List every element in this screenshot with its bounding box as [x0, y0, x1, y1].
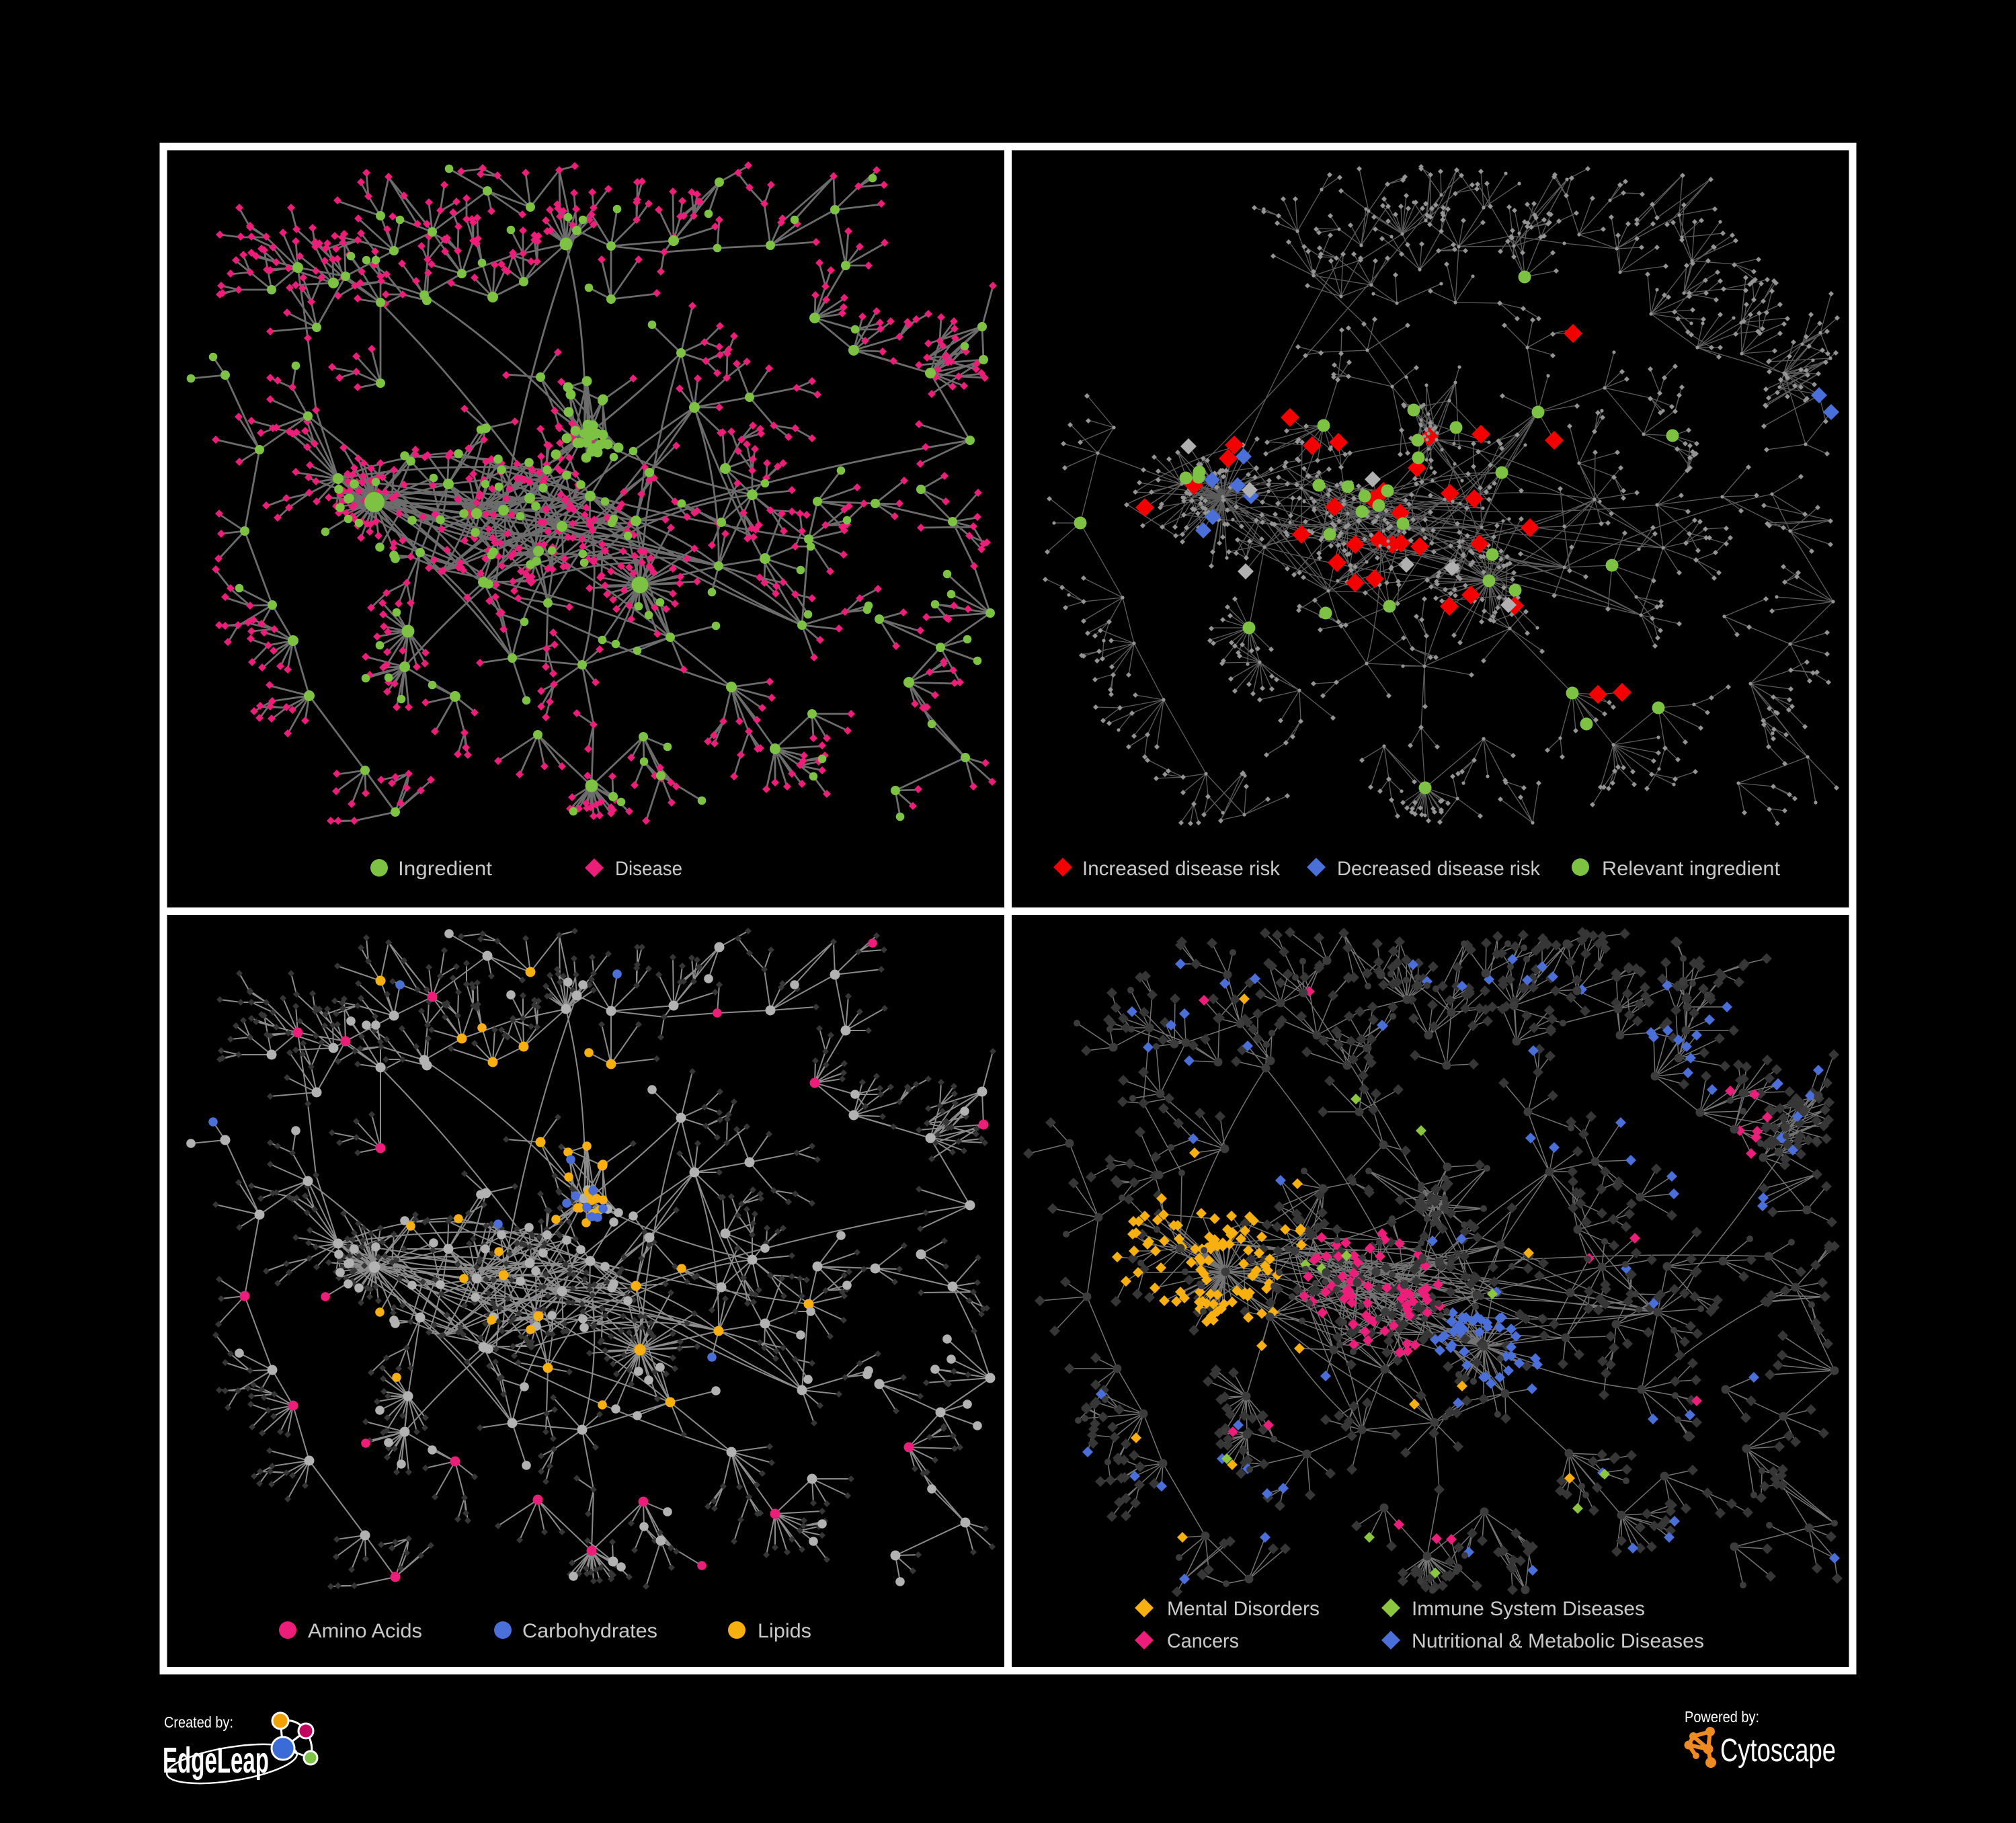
svg-text:Relevant ingredient: Relevant ingredient [1602, 858, 1781, 880]
svg-text:Amino Acids: Amino Acids [308, 1620, 422, 1642]
svg-text:Disease: Disease [615, 858, 682, 880]
svg-text:Ingredient: Ingredient [398, 858, 493, 880]
svg-text:Increased disease risk: Increased disease risk [1082, 858, 1281, 880]
svg-text:Immune System Diseases: Immune System Diseases [1412, 1598, 1645, 1620]
svg-text:Created by:: Created by: [164, 1713, 233, 1731]
svg-text:Cancers: Cancers [1167, 1630, 1239, 1652]
svg-text:Mental Disorders: Mental Disorders [1167, 1598, 1320, 1620]
svg-text:Carbohydrates: Carbohydrates [522, 1620, 657, 1642]
svg-text:Cytoscape: Cytoscape [1720, 1733, 1836, 1769]
svg-text:EdgeLeap: EdgeLeap [163, 1740, 269, 1781]
svg-text:Powered by:: Powered by: [1685, 1708, 1759, 1726]
svg-text:Decreased disease risk: Decreased disease risk [1337, 858, 1541, 880]
svg-text:Lipids: Lipids [758, 1620, 811, 1642]
svg-text:Nutritional & Metabolic Diseas: Nutritional & Metabolic Diseases [1412, 1630, 1704, 1652]
